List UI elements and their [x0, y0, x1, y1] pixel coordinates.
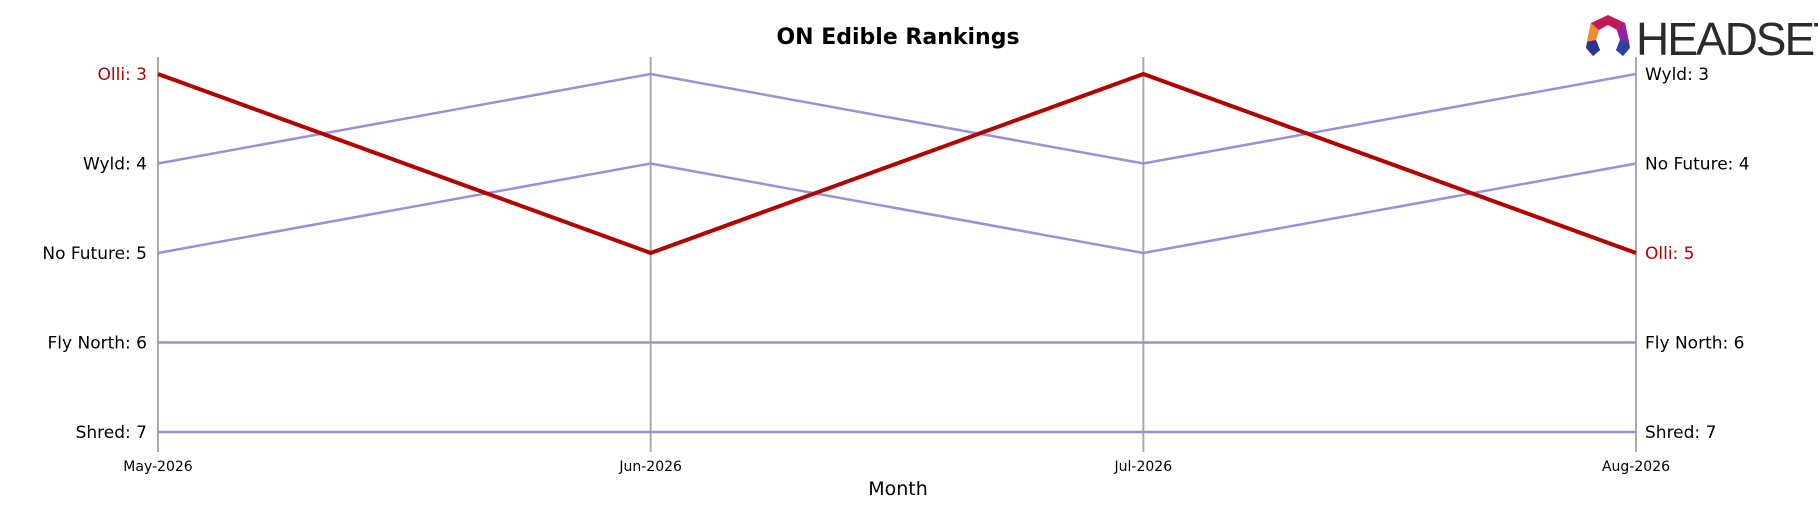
- headset-logo-icon: [1586, 15, 1630, 56]
- month-gridlines: [157, 57, 1637, 452]
- left-rank-label: Wyld: 4: [83, 155, 147, 175]
- right-rank-label: Wyld: 3: [1645, 65, 1709, 85]
- x-tick-label: May-2026: [123, 459, 192, 475]
- left-rank-label: No Future: 5: [42, 244, 147, 264]
- series-line-olli: [157, 71, 1637, 256]
- series-line-wyld: [157, 72, 1637, 165]
- right-rank-label: Fly North: 6: [1645, 334, 1744, 354]
- right-rank-label: Olli: 5: [1645, 244, 1695, 264]
- left-rank-label: Shred: 7: [76, 423, 147, 443]
- right-rank-label: Shred: 7: [1645, 423, 1716, 443]
- x-tick-label: Jun-2026: [618, 459, 682, 475]
- series-line-no-future: [157, 162, 1637, 255]
- right-rank-label: No Future: 4: [1645, 155, 1750, 175]
- x-tick-label: Jul-2026: [1114, 459, 1173, 475]
- left-rank-labels: Olli: 3 Wyld: 4 No Future: 5 Fly North: 6 Sh…: [42, 65, 147, 443]
- x-tick-label: Aug-2026: [1602, 459, 1670, 475]
- left-rank-label: Olli: 3: [98, 65, 148, 85]
- headset-logo: HEADSET: [1586, 13, 1818, 65]
- x-axis-label: Month: [868, 478, 928, 500]
- chart-title: ON Edible Rankings: [776, 25, 1019, 50]
- right-rank-labels: Wyld: 3 No Future: 4 Olli: 5 Fly North: 6 Sh…: [1645, 65, 1750, 443]
- series-lines: [157, 71, 1637, 434]
- x-axis-ticks: May-2026 Jun-2026 Jul-2026 Aug-2026: [123, 459, 1670, 475]
- left-rank-label: Fly North: 6: [48, 334, 147, 354]
- headset-logo-text: HEADSET: [1636, 13, 1818, 65]
